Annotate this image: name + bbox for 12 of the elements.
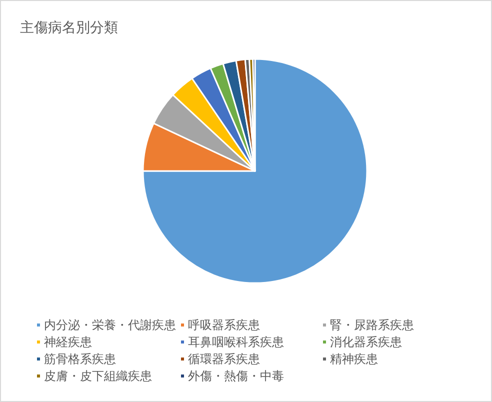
chart-title: 主傷病名別分類 [20, 20, 118, 36]
legend-label: 循環器系疾患 [188, 352, 260, 366]
legend-label: 皮膚・皮下組織疾患 [44, 369, 152, 383]
legend-label: 筋骨格系疾患 [44, 352, 116, 366]
legend-label: 神経疾患 [44, 335, 92, 349]
legend-label: 精神疾患 [330, 352, 378, 366]
legend-label: 腎・尿路系疾患 [330, 318, 414, 332]
legend-label: 消化器系疾患 [330, 335, 402, 349]
legend-label: 耳鼻咽喉科系疾患 [188, 335, 284, 349]
legend-label: 外傷・熱傷・中毒 [188, 369, 284, 383]
legend-label: 呼吸器系疾患 [188, 318, 260, 332]
legend-label: 内分泌・栄養・代謝疾患 [44, 318, 176, 332]
